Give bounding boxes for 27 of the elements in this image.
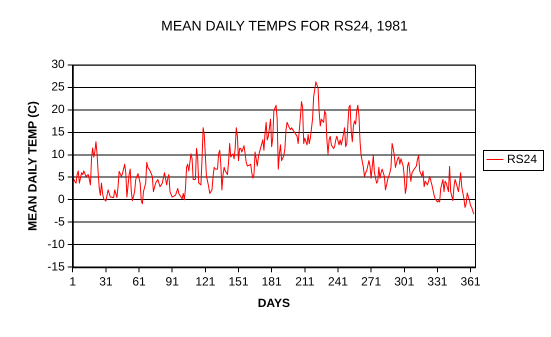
x-tick-label: 211 [295, 274, 315, 289]
y-tick-label: 15 [51, 124, 66, 139]
x-axis-title: DAYS [258, 296, 290, 310]
x-tick-label: 271 [361, 274, 382, 289]
y-tick-label: -5 [54, 214, 66, 229]
x-tick-label: 91 [166, 274, 180, 289]
y-tick-label: 5 [58, 170, 66, 184]
x-tick-label: 301 [394, 274, 415, 289]
x-tick-label: 361 [460, 274, 481, 289]
x-tick-label: 151 [228, 274, 249, 289]
x-tick-label: 121 [195, 274, 216, 289]
x-tick-label: 241 [328, 274, 348, 289]
y-tick-label: 0 [58, 192, 66, 206]
y-tick-label: 30 [51, 57, 66, 72]
x-tick-label: 31 [99, 274, 113, 289]
y-tick-label: -10 [47, 237, 66, 252]
legend-label: RS24 [506, 152, 538, 166]
chart-title: MEAN DAILY TEMPS FOR RS24, 1981 [161, 17, 408, 34]
y-tick-label: -15 [47, 260, 66, 274]
x-tick-label: 61 [132, 274, 146, 289]
x-tick-label: 1 [69, 274, 76, 289]
x-tick-label: 181 [262, 274, 282, 289]
y-tick-label: 10 [51, 147, 66, 162]
x-tick-label: 331 [427, 274, 448, 289]
y-tick-label: 20 [51, 102, 66, 116]
y-tick-label: 25 [51, 80, 66, 94]
y-axis-title: MEAN DAILY TEMP (C) [26, 101, 40, 231]
